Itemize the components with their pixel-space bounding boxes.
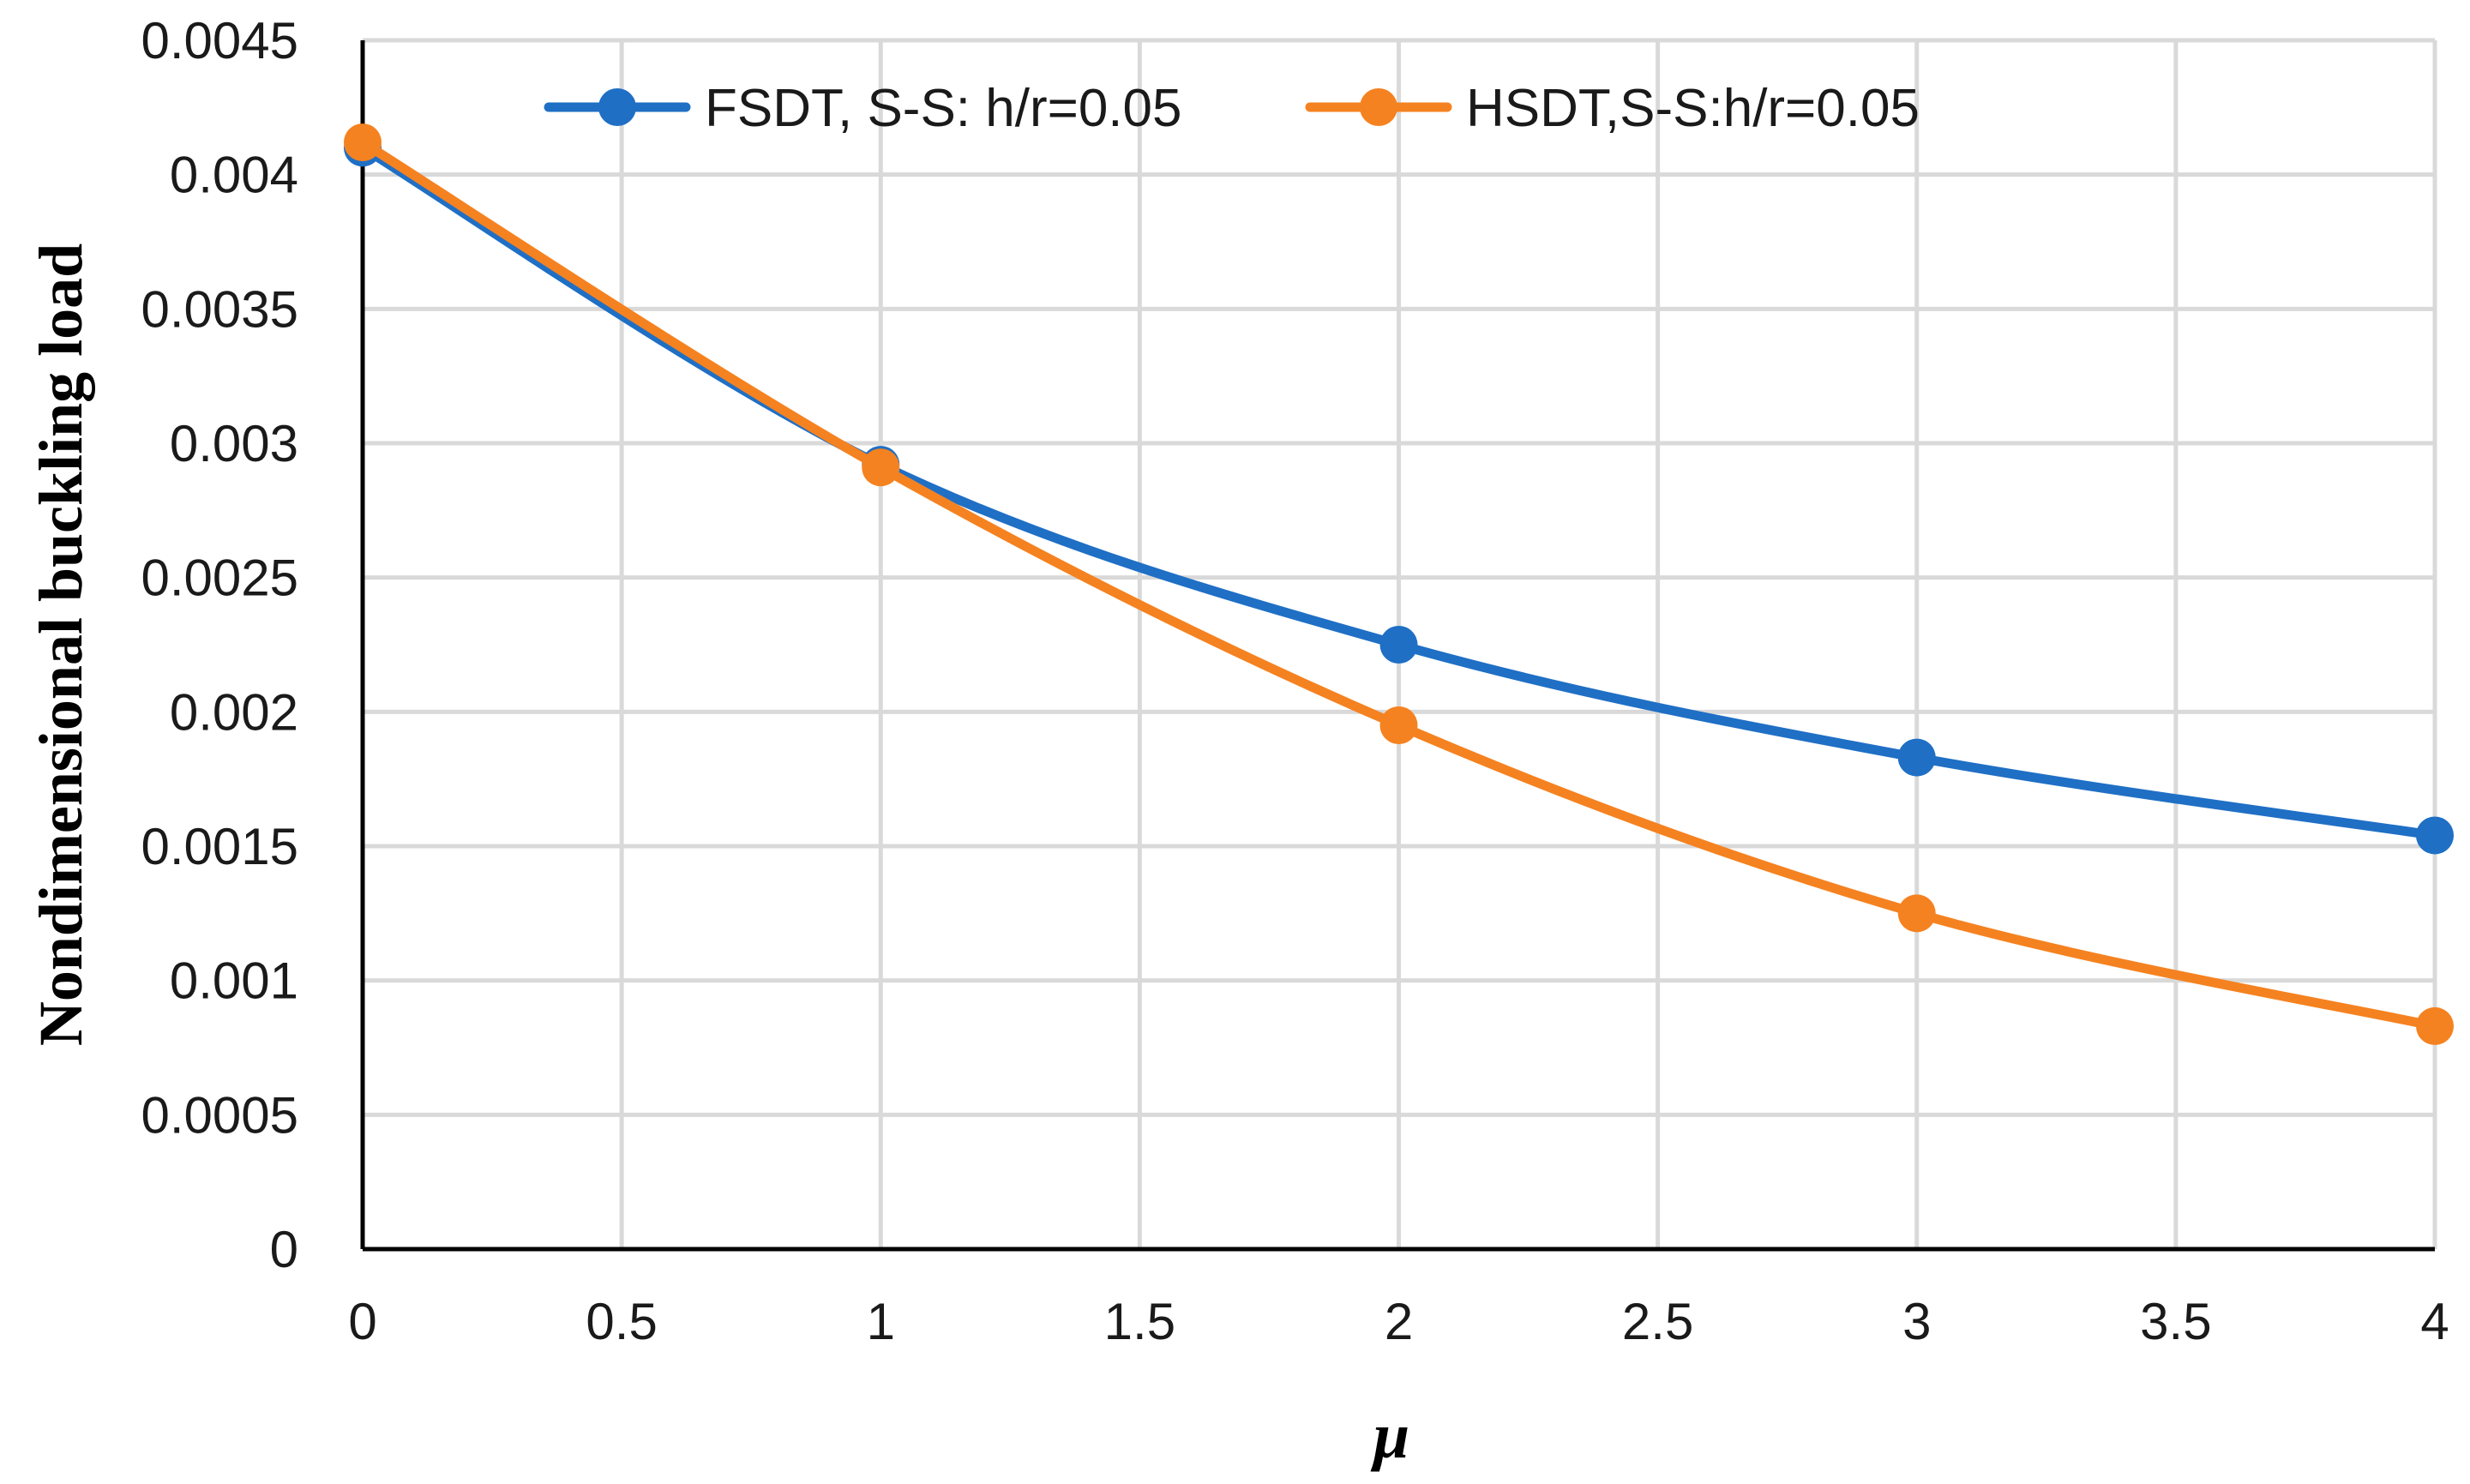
y-tick-label: 0.003 [170,415,298,472]
y-tick-label: 0.0025 [141,550,298,607]
data-point [1897,738,1936,777]
data-point [862,448,900,487]
x-tick-label: 1.5 [1104,1293,1175,1350]
legend-marker [1360,88,1397,126]
y-tick-label: 0.004 [170,147,298,204]
data-point [2416,816,2454,855]
x-tick-label: 0.5 [586,1293,657,1350]
y-tick-label: 0.001 [170,952,298,1010]
x-tick-label: 4 [2420,1293,2449,1350]
x-tick-label: 1 [867,1293,895,1350]
y-tick-label: 0 [270,1221,298,1278]
y-tick-label: 0.0035 [141,280,298,338]
x-tick-label: 2 [1385,1293,1413,1350]
x-tick-label: 3.5 [2140,1293,2211,1350]
tick-labels: 0 0.5 1 1.5 2 2.5 3 3.5 4 0 0.0005 0.001 0.0015 0.002… [141,12,2449,1350]
gridlines [363,38,2437,1249]
legend-marker [598,88,636,126]
data-point [1379,626,1418,664]
x-tick-label: 3 [1902,1293,1931,1350]
series-1 [344,123,2454,1045]
y-axis-title: Nondimensional buckling load [27,243,95,1046]
legend-entry: FSDT, S-S: h/r=0.05 [544,79,1182,138]
data-point [1379,706,1418,744]
x-tick-label: 0 [348,1293,376,1350]
y-tick-label: 0.0045 [141,12,298,69]
legend-label: FSDT, S-S: h/r=0.05 [705,79,1182,138]
y-tick-label: 0.0005 [141,1086,298,1144]
data-point [344,123,382,162]
data-point [1897,894,1936,933]
x-tick-label: 2.5 [1622,1293,1693,1350]
x-axis-title: μ [1370,1400,1409,1472]
axes [360,40,2435,1252]
legend-label: HSDT,S-S:h/r=0.05 [1466,79,1920,138]
y-tick-label: 0.002 [170,683,298,741]
y-tick-label: 0.0015 [141,818,298,875]
legend-entry: HSDT,S-S:h/r=0.05 [1305,79,1920,138]
legend: FSDT, S-S: h/r=0.05 HSDT,S-S:h/r=0.05 [544,79,1920,138]
series [344,123,2454,1045]
data-point [2416,1006,2454,1045]
